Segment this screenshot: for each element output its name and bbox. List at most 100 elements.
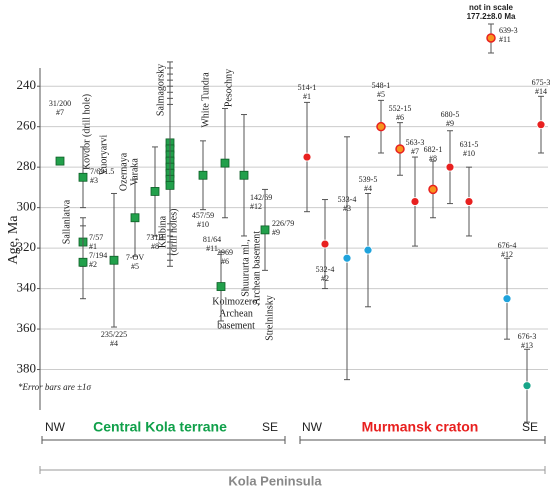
y-tick-label: 280 — [17, 158, 37, 173]
sample-no: #2 — [321, 274, 329, 283]
sample-id: 514-1 — [298, 83, 317, 92]
marker — [320, 239, 330, 249]
off-scale-note: not in scale — [469, 3, 514, 12]
marker — [342, 253, 352, 263]
sample-no: #11 — [499, 35, 511, 44]
sample-no: #4 — [364, 184, 372, 193]
sample-no: #6 — [396, 113, 404, 122]
sample-no: #7 — [411, 147, 419, 156]
sample-id: 7/57 — [89, 233, 103, 242]
sample-no: #3 — [343, 204, 351, 213]
sample-id: 731B — [146, 233, 163, 242]
sample-no: #12 — [250, 202, 262, 211]
marker — [376, 121, 386, 132]
marker — [150, 187, 160, 196]
locality-label: Pesochny — [223, 69, 234, 107]
sample-no: #2 — [89, 260, 97, 269]
marker — [55, 156, 65, 166]
group-end: SE — [522, 420, 538, 434]
sample-id: 680-5 — [441, 110, 460, 119]
sample-no: #7 — [56, 108, 64, 117]
sample-id: 457/59 — [192, 211, 214, 220]
marker — [239, 170, 249, 180]
sample-no: #8 — [151, 242, 159, 251]
sample-no: #11 — [206, 244, 218, 253]
sample-id: 639-3 — [499, 26, 518, 35]
note: *Error bars are ±1σ — [18, 382, 92, 392]
sample-id: 563-3 — [406, 138, 425, 147]
sample-no: #9 — [272, 228, 280, 237]
marker — [502, 294, 512, 304]
sample-no: #6 — [221, 257, 229, 266]
sample-no: #5 — [131, 262, 139, 271]
marker — [130, 213, 140, 223]
locality-label: Vuoryarvi — [98, 135, 109, 176]
marker — [536, 120, 546, 130]
sample-no: #12 — [501, 250, 513, 259]
y-tick-label: 340 — [17, 280, 37, 295]
sample-id: 142/69 — [250, 193, 272, 202]
marker — [198, 170, 208, 180]
sample-no: #5 — [377, 90, 385, 99]
marker — [363, 245, 373, 255]
sample-id: 682-1 — [424, 145, 443, 154]
marker — [428, 184, 438, 195]
sample-no: #3 — [90, 176, 98, 185]
marker — [302, 152, 312, 162]
locality-label: Strelninsky — [264, 295, 275, 341]
y-axis-title: Age, Ma — [6, 215, 21, 265]
sample-id: 675-3 — [532, 78, 550, 87]
group-label: Murmansk craton — [362, 419, 479, 435]
y-tick-label: 380 — [17, 361, 37, 376]
locality-label: basement — [217, 320, 255, 331]
off-scale-value: 177.2±8.0 Ma — [467, 12, 516, 21]
y-tick-label: 300 — [17, 199, 37, 214]
sample-no: #4 — [110, 339, 118, 348]
sample-no: #14 — [535, 87, 547, 96]
sample-no: #10 — [197, 220, 209, 229]
y-tick-label: 240 — [17, 77, 37, 92]
marker — [165, 180, 175, 190]
locality-label: White Tundra — [200, 72, 211, 128]
group-label: Central Kola terrane — [93, 419, 227, 435]
group-end: NW — [45, 420, 66, 434]
locality-label: Salmagorsky — [155, 64, 166, 116]
y-tick-label: 360 — [17, 320, 37, 335]
marker — [109, 255, 119, 265]
sample-id: 533-4 — [338, 195, 357, 204]
sample-id: 7-OV — [126, 253, 144, 262]
locality-label: Sallanlatva — [61, 199, 72, 244]
locality-label: Shuururta ml., — [240, 239, 251, 297]
sample-id: 676-3 — [518, 332, 537, 341]
marker — [445, 162, 455, 172]
sample-no: #9 — [446, 119, 454, 128]
marker — [522, 381, 532, 391]
sample-no: #1 — [303, 92, 311, 101]
sample-id: 548-1 — [372, 81, 391, 90]
sample-id: 31/200 — [49, 99, 71, 108]
sample-id: 7/194 — [89, 251, 107, 260]
marker — [410, 197, 420, 206]
locality-label: (drill holes) — [168, 209, 179, 256]
locality-label: Archean basement — [251, 231, 262, 305]
sample-no: #13 — [521, 341, 533, 350]
locality-label: Ozernaya — [118, 152, 129, 191]
sample-id: 7/691.5 — [90, 167, 114, 176]
marker — [395, 144, 405, 154]
locality-label: Kolmozero, — [212, 296, 260, 307]
locality-label: Archean — [219, 308, 253, 319]
sample-id: 532-4 — [316, 265, 335, 274]
marker — [220, 158, 230, 168]
sample-id: 552-15 — [389, 104, 412, 113]
sample-no: #1 — [89, 242, 97, 251]
group-end: SE — [262, 420, 278, 434]
marker — [260, 225, 270, 235]
sample-no: #8 — [429, 154, 437, 163]
sample-id: 2969 — [217, 248, 233, 257]
sample-id: 226/79 — [272, 219, 294, 228]
marker — [78, 172, 88, 182]
sample-id: 81/64 — [203, 235, 221, 244]
y-tick-label: 320 — [17, 239, 37, 254]
locality-label: Khibina — [157, 215, 168, 248]
